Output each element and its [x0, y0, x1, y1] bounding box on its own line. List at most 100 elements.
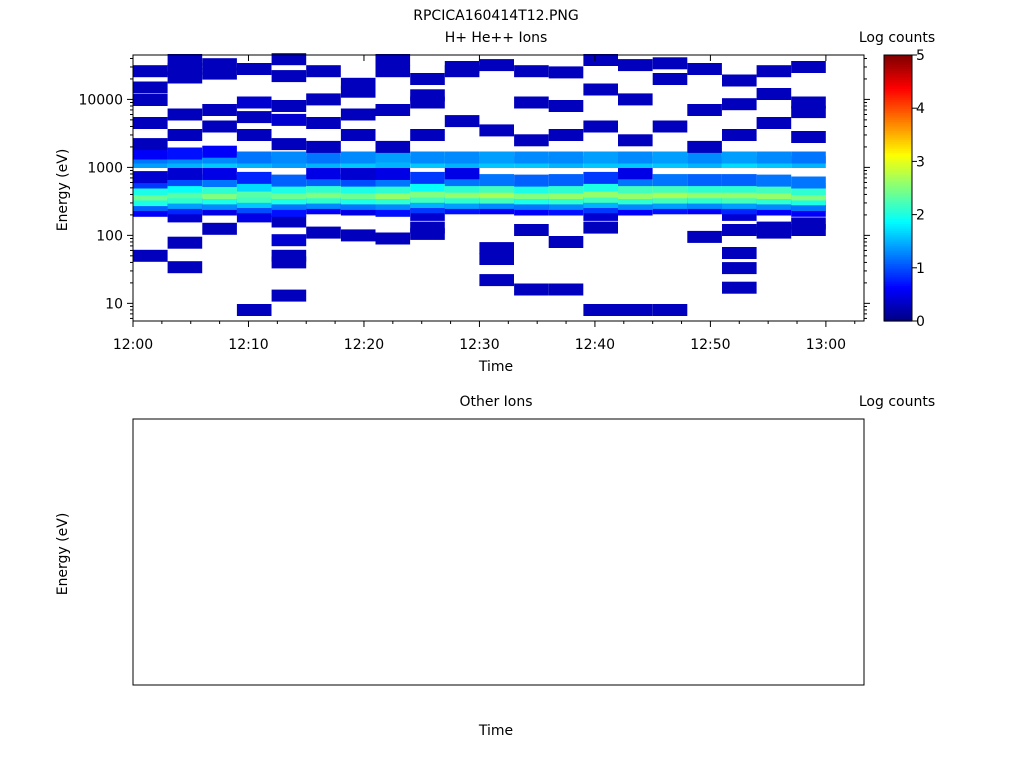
colorbar-segment: [884, 112, 912, 116]
colorbar-segment: [884, 161, 912, 165]
colorbar-segment: [884, 150, 912, 154]
heatmap-cell: [167, 147, 203, 160]
heatmap-cell: [583, 83, 618, 96]
colorbar-segment: [884, 55, 912, 58]
colorbar-segment: [884, 121, 912, 125]
colorbar-segment: [884, 254, 912, 258]
colorbar-segment: [884, 196, 912, 200]
heatmap-cell: [756, 117, 792, 129]
heatmap-cell: [375, 232, 411, 245]
colorbar-segment: [884, 94, 912, 98]
colorbar-segment: [884, 227, 912, 231]
heatmap-cell: [583, 54, 618, 66]
heatmap-cell: [722, 247, 757, 259]
x-tick-label: 12:50: [690, 337, 730, 353]
heatmap-cell: [133, 147, 168, 160]
colorbar-segment: [884, 199, 912, 202]
colorbar-segment: [884, 101, 912, 105]
y-tick-label: 1000: [87, 160, 123, 176]
heatmap-cell: [167, 54, 203, 66]
heatmap-cell: [618, 93, 653, 106]
heatmap-cell: [652, 151, 688, 164]
heatmap-cell: [722, 98, 757, 111]
colorbar-segment: [884, 207, 912, 211]
x-tick-label: 12:30: [459, 337, 499, 353]
colorbar-segment: [884, 287, 912, 291]
heatmap-cell: [410, 73, 445, 85]
heatmap-cell: [479, 59, 514, 72]
heatmap-cell: [548, 129, 584, 141]
heatmap-cell: [271, 174, 307, 187]
heatmap-cell: [133, 94, 168, 106]
heatmap-cell: [583, 151, 618, 164]
colorbar-segment: [884, 148, 912, 151]
colorbar-segment: [884, 274, 912, 278]
heatmap-cell: [236, 304, 272, 316]
heatmap-cell: [756, 174, 792, 187]
colorbar-segment: [884, 176, 912, 180]
heatmap-cell: [375, 140, 411, 153]
x-axis-label: Time: [478, 723, 513, 739]
colorbar-segment: [884, 154, 912, 158]
panel-h-he-ions: H+ He++ Ions Log counts 12:00 12:10 12:20 1…: [55, 30, 935, 375]
colorbar-segment: [884, 285, 912, 289]
heatmap-cell: [514, 96, 549, 109]
heatmap-cell: [548, 236, 584, 248]
colorbar-segment: [884, 278, 912, 282]
colorbar-segment: [884, 243, 912, 247]
colorbar-segment: [884, 57, 912, 61]
colorbar-segment: [884, 81, 912, 85]
colorbar-segment: [884, 256, 912, 260]
heatmap-cell: [548, 66, 584, 79]
colorbar-segment: [884, 156, 912, 160]
colorbar-segment: [884, 289, 912, 293]
y-axis-label: Energy (eV): [55, 149, 71, 232]
colorbar-segment: [884, 183, 912, 187]
heatmap-cell: [271, 234, 307, 247]
colorbar-segment: [884, 103, 912, 107]
heatmap-cell: [583, 171, 618, 184]
heatmap-cell: [652, 174, 688, 187]
colorbar-segment: [884, 145, 912, 149]
colorbar-segment: [884, 72, 912, 76]
heatmap-cell: [271, 70, 307, 83]
colorbar-segment: [884, 68, 912, 72]
colorbar-segment: [884, 247, 912, 251]
colorbar-segment: [884, 137, 912, 140]
heatmap-cell: [410, 171, 445, 184]
heatmap-cell: [479, 174, 514, 187]
x-tick-label: 12:20: [344, 337, 384, 353]
colorbar-segment: [884, 314, 912, 318]
colorbar-segment: [884, 90, 912, 94]
colorbar-segment: [884, 105, 912, 109]
colorbar-segment: [884, 123, 912, 127]
heatmap-cell: [340, 77, 376, 90]
colorbar-segment: [884, 234, 912, 238]
colorbar-segment: [884, 292, 912, 295]
heatmap-cell: [271, 249, 307, 262]
colorbar-segment: [884, 283, 912, 287]
heatmap-cell: [548, 174, 584, 187]
colorbar-segment: [884, 190, 912, 194]
colorbar-segment: [884, 159, 912, 162]
heatmap-cell: [583, 221, 618, 234]
heatmap-cell: [375, 104, 411, 116]
heatmap-cell: [756, 65, 792, 78]
heatmap-cell: [306, 167, 341, 180]
heatmap-cell: [133, 138, 168, 151]
heatmap-cell: [444, 61, 480, 73]
colorbar-segment: [884, 143, 912, 147]
colorbar-segment: [884, 97, 912, 100]
colorbar-segment: [884, 232, 912, 236]
colorbar-segment: [884, 212, 912, 216]
heatmap-cell: [652, 57, 688, 70]
heatmap-cell: [271, 215, 307, 228]
heatmap-cell: [410, 89, 445, 102]
heatmap-cell: [271, 100, 307, 112]
heatmap-cell: [340, 151, 376, 164]
colorbar-tick-label: 2: [916, 208, 925, 224]
colorbar-segment: [884, 230, 912, 233]
heatmap-cell: [375, 168, 411, 180]
colorbar-segment: [884, 132, 912, 136]
